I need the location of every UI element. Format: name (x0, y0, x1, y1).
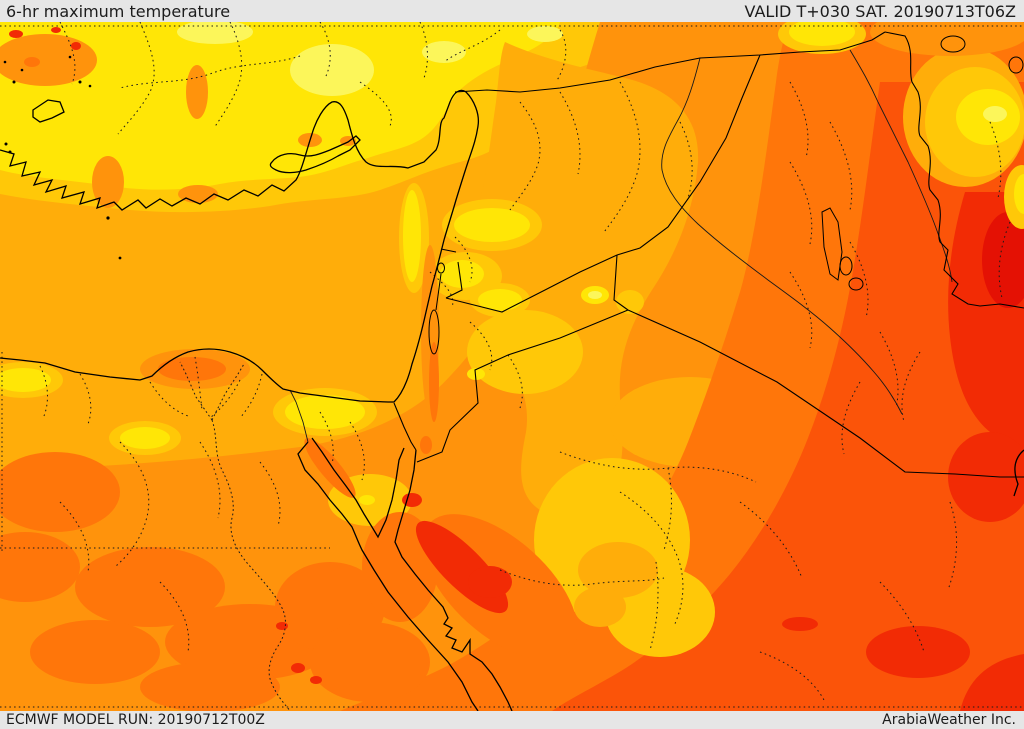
lake-urmia (1008, 56, 1024, 74)
footer-bar: ECMWF MODEL RUN: 20190712T00Z ArabiaWeat… (0, 711, 1024, 729)
lakes (428, 35, 1024, 355)
lake-razzaza (848, 277, 864, 291)
jordan-syria-border (445, 254, 618, 313)
lake-habbaniyah (839, 256, 853, 276)
suez-gulf-west-redsea-coast (297, 441, 479, 711)
contour-deepred-blob (982, 212, 1024, 308)
mainland-coast (0, 89, 480, 403)
contour-yellow-levant (0, 154, 609, 505)
syria-iraq-border (616, 54, 761, 256)
aqaba-east-redsea-coast (394, 449, 513, 711)
contour-yellow-band-turkey (0, 22, 560, 190)
map-title: 6-hr maximum temperature (6, 1, 231, 21)
map-canvas (0, 22, 1024, 711)
brand-label: ArabiaWeather Inc. (882, 712, 1016, 728)
coastlines (0, 89, 1024, 711)
iraq-iran-border (884, 31, 1024, 309)
saudi-iraq-border (627, 309, 1024, 478)
rhodes-island (32, 99, 65, 123)
contour-pale-zagros (983, 106, 1007, 122)
model-run-label: ECMWF MODEL RUN: 20190712T00Z (6, 712, 265, 728)
contour-red-redsea (276, 493, 512, 684)
israel-lebanon-border (440, 248, 457, 253)
jordan-river (435, 273, 442, 311)
israel-egypt-border (393, 402, 417, 451)
jordan-saudi-border (416, 309, 629, 463)
turkey-syria-border (454, 31, 886, 93)
dead-sea (428, 309, 440, 355)
lake-van (940, 35, 966, 53)
country-borders (393, 31, 1024, 478)
contour-darkorange-dot-nw (24, 57, 40, 67)
nile-river (179, 361, 291, 711)
admin-boundaries (39, 22, 1011, 701)
contour-orange-ne-corner (870, 22, 1024, 56)
valid-time-label: VALID T+030 SAT. 20190713T06Z (744, 1, 1016, 21)
small-islands (3, 55, 122, 260)
sinai-east-gulf-shore (311, 437, 405, 539)
jordan-iraq-border (613, 254, 629, 311)
temperature-map (0, 22, 1024, 711)
contour-amber-spots-hejaz (574, 542, 658, 627)
cyprus-island (269, 135, 361, 174)
graticule-lines (0, 25, 1024, 708)
contour-pale-spots-turkey (177, 22, 563, 96)
contour-redorange-region (552, 82, 1024, 711)
header-bar: 6-hr maximum temperature VALID T+030 SAT… (0, 0, 1024, 22)
golan-border (445, 261, 463, 299)
contour-pale-dot-syria (588, 291, 602, 299)
suez-canal (289, 389, 309, 443)
sea-of-galilee (437, 262, 445, 274)
euphrates-river (661, 57, 903, 415)
kuwait-coast (1013, 449, 1024, 497)
contour-red-spots-nw (9, 27, 81, 50)
